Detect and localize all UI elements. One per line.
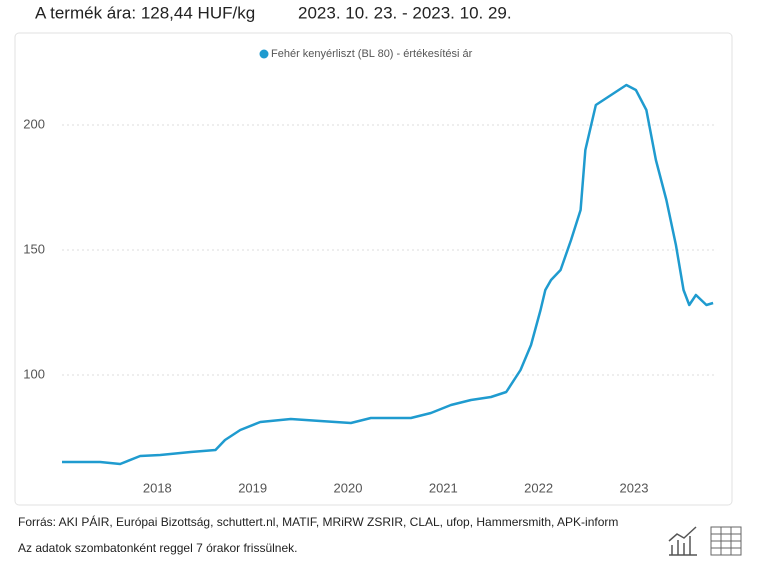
x-tick-label: 2020 <box>334 480 363 495</box>
legend-marker <box>259 49 269 59</box>
x-tick-label: 2023 <box>620 480 649 495</box>
y-tick-label: 100 <box>23 366 45 381</box>
x-tick-label: 2019 <box>238 480 267 495</box>
x-tick-label: 2022 <box>524 480 553 495</box>
table-icon[interactable] <box>710 526 742 556</box>
x-tick-label: 2018 <box>143 480 172 495</box>
chart-frame <box>14 32 733 506</box>
y-tick-label: 200 <box>23 116 45 131</box>
y-tick-label: 150 <box>23 241 45 256</box>
sources: Forrás: AKI PÁIR, Európai Bizottság, sch… <box>18 514 618 529</box>
x-tick-label: 2021 <box>429 480 458 495</box>
line <box>62 83 714 466</box>
note: Az adatok szombatonként reggel 7 órakor … <box>18 541 297 555</box>
price: A termék ára: 128,44 HUF/kg <box>35 3 255 22</box>
legend-label[interactable]: Fehér kenyérliszt (BL 80) - értékesítési… <box>271 48 473 60</box>
period: 2023. 10. 23. - 2023. 10. 29. <box>298 3 512 22</box>
chart-icon[interactable] <box>668 526 697 556</box>
